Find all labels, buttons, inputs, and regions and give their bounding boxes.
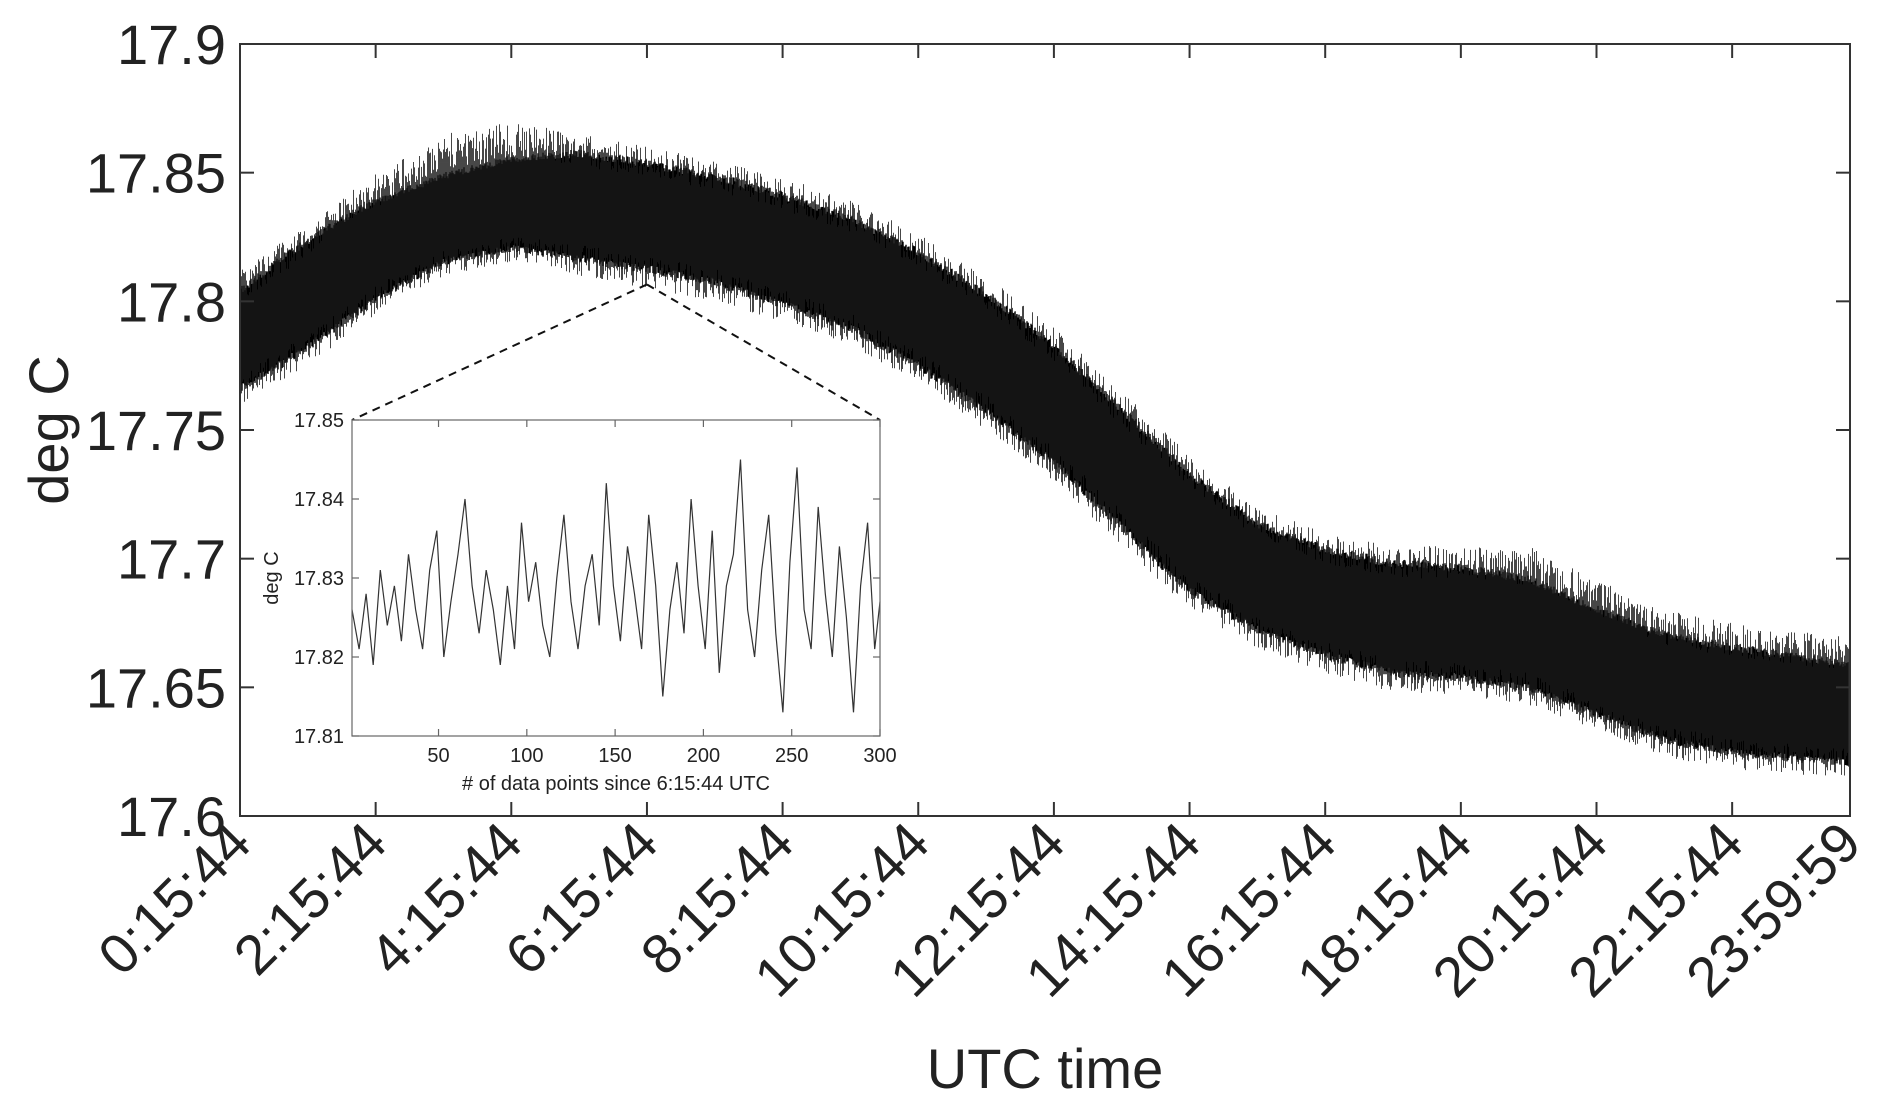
main-x-axis-label: UTC time <box>927 1037 1163 1100</box>
main-y-tick-label: 17.7 <box>117 528 226 591</box>
main-y-tick-label: 17.8 <box>117 270 226 333</box>
zoom-connector-right <box>646 283 881 421</box>
inset-x-axis-label: # of data points since 6:15:44 UTC <box>462 773 770 795</box>
inset-background <box>352 420 880 736</box>
inset-y-axis-ticks: 17.81 17.82 17.83 17.84 17.85 <box>294 410 880 748</box>
inset-x-tick-label: 50 <box>427 745 449 767</box>
main-y-tick-label: 17.75 <box>86 399 226 462</box>
inset-x-tick-label: 100 <box>510 745 543 767</box>
temperature-band-layer <box>240 124 1849 776</box>
inset-x-tick-label: 150 <box>598 745 631 767</box>
main-x-tick-label: 6:15:44 <box>493 810 670 987</box>
inset-y-tick-label: 17.81 <box>294 726 344 748</box>
main-y-tick-label: 17.85 <box>86 142 226 205</box>
main-y-tick-label: 17.65 <box>86 656 226 719</box>
zoom-connector-left <box>351 283 648 421</box>
main-y-axis-ticks: 17.6 17.65 17.7 17.75 17.8 17.85 17.9 <box>86 13 1850 848</box>
main-x-tick-label: 2:15:44 <box>221 810 398 987</box>
inset-y-axis-label: deg C <box>261 551 283 604</box>
inset-series-line <box>351 459 881 713</box>
inset-y-tick-label: 17.82 <box>294 647 344 669</box>
temperature-band-spikes <box>241 124 1849 776</box>
inset-y-tick-label: 17.84 <box>294 489 344 511</box>
inset-x-tick-label: 200 <box>687 745 720 767</box>
main-y-tick-label: 17.9 <box>117 13 226 76</box>
inset-x-tick-label: 300 <box>863 745 896 767</box>
inset-y-tick-label: 17.83 <box>294 568 344 590</box>
inset-chart: 17.81 17.82 17.83 17.84 17.85 50 100 150 200 250… <box>261 410 897 795</box>
main-y-tick-label: 17.6 <box>117 785 226 848</box>
inset-x-tick-label: 250 <box>775 745 808 767</box>
main-y-axis-label: deg C <box>17 355 80 504</box>
zoom-connector-lines <box>351 283 881 421</box>
inset-y-tick-label: 17.85 <box>294 410 344 432</box>
main-x-tick-label: 4:15:44 <box>357 810 534 987</box>
inset-x-axis-ticks: 50 100 150 200 250 300 <box>427 420 897 767</box>
